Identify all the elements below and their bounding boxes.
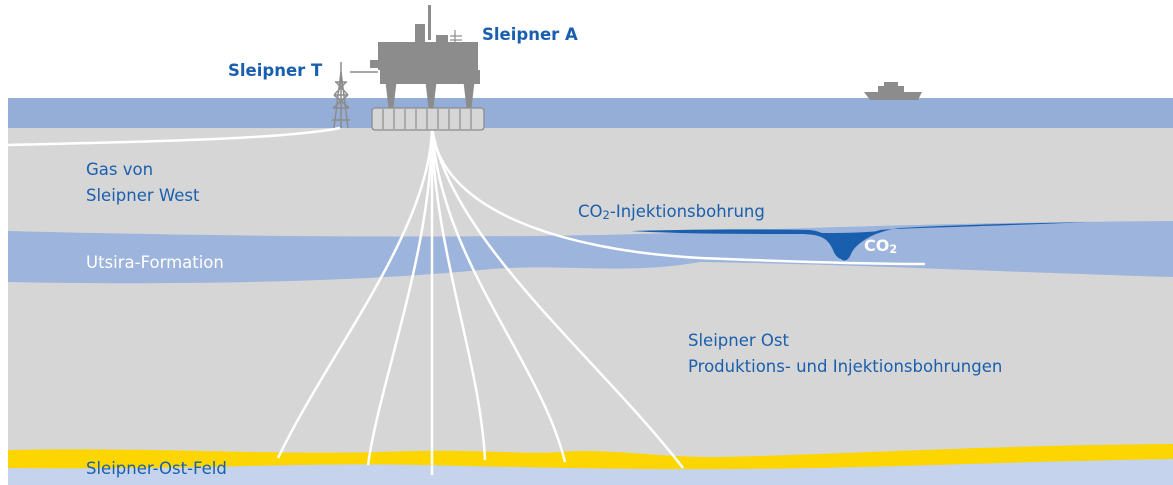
label-ost-line2: Produktions- und Injektionsbohrungen	[688, 357, 1003, 376]
label-gas-line1: Gas von	[86, 160, 154, 179]
label-co2-injection: CO2-Injektionsbohrung	[578, 202, 765, 222]
sleipner-a-mast	[450, 30, 462, 46]
boat-icon	[864, 82, 922, 100]
well-4	[430, 127, 487, 461]
production-wells	[276, 127, 684, 475]
well-1	[276, 127, 434, 459]
co2-injection-suffix: -Injektionsbohrung	[609, 202, 765, 221]
co2-plume-prefix: CO	[864, 236, 890, 255]
utsira-formation-layer	[8, 221, 1173, 284]
sleipner-a-platform	[370, 5, 480, 112]
gravity-base	[371, 107, 485, 131]
well-5	[430, 127, 567, 463]
label-sleipner-t: Sleipner T	[228, 61, 323, 80]
well-6	[430, 127, 684, 469]
label-field: Sleipner-Ost-Feld	[86, 459, 227, 478]
co2-prefix: CO	[578, 202, 603, 221]
label-sleipner-a: Sleipner A	[482, 25, 578, 44]
base-layer	[8, 459, 1173, 485]
label-ost-line1: Sleipner Ost	[688, 331, 789, 350]
gas-pipeline	[7, 126, 341, 147]
co2-subscript: 2	[602, 208, 610, 222]
co2-plume-fill	[820, 231, 880, 261]
co2-injection-well	[430, 127, 926, 266]
label-co2-plume: CO2	[864, 236, 897, 256]
well-2	[366, 127, 434, 466]
label-utsira: Utsira-Formation	[86, 253, 224, 272]
rock-layer	[8, 128, 1173, 468]
sea-layer	[8, 98, 1173, 128]
label-gas-line2: Sleipner West	[86, 186, 200, 205]
sleipner-t-platform	[332, 62, 378, 129]
co2-plume-subscript: 2	[889, 243, 898, 256]
